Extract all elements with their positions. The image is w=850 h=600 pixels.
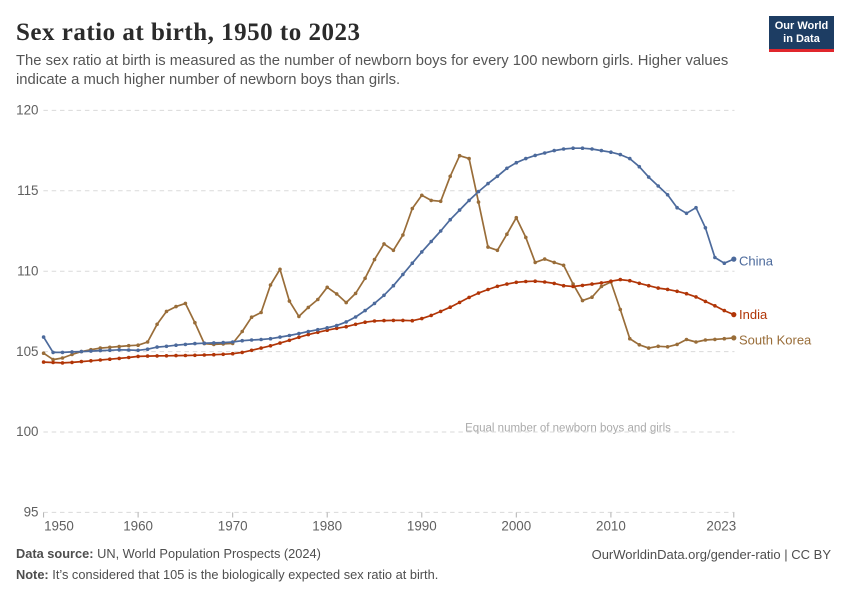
svg-text:110: 110: [17, 263, 38, 278]
svg-text:1950: 1950: [44, 519, 74, 534]
svg-text:2010: 2010: [596, 519, 626, 534]
svg-text:1960: 1960: [123, 519, 153, 534]
svg-text:95: 95: [24, 505, 39, 520]
svg-text:120: 120: [16, 103, 38, 118]
svg-text:Equal number of newborn boys a: Equal number of newborn boys and girls: [465, 422, 671, 434]
svg-text:China: China: [739, 254, 774, 269]
svg-text:1970: 1970: [218, 519, 248, 534]
svg-text:India: India: [739, 307, 768, 322]
svg-text:100: 100: [16, 424, 38, 439]
svg-text:115: 115: [17, 183, 38, 198]
svg-text:1980: 1980: [312, 519, 342, 534]
svg-text:2023: 2023: [706, 519, 736, 534]
svg-text:South Korea: South Korea: [739, 332, 812, 347]
svg-text:1990: 1990: [407, 519, 437, 534]
svg-text:2000: 2000: [501, 519, 531, 534]
svg-text:105: 105: [16, 344, 38, 359]
